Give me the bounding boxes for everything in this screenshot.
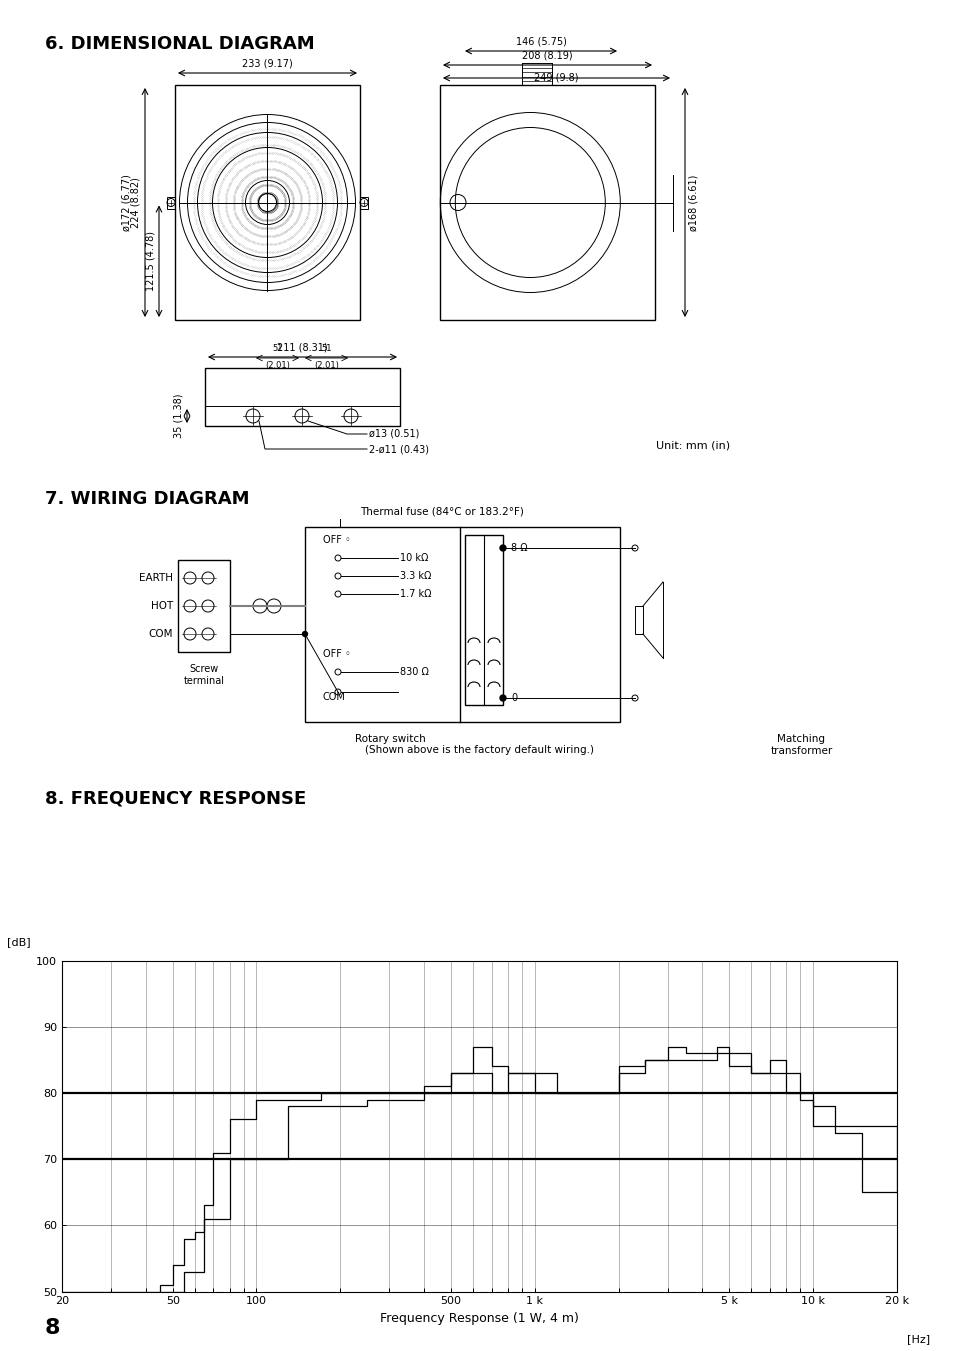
X-axis label: Frequency Response (1 W, 4 m): Frequency Response (1 W, 4 m) [379,1312,578,1325]
Text: 35 (1.38): 35 (1.38) [173,393,184,438]
Text: 6. DIMENSIONAL DIAGRAM: 6. DIMENSIONAL DIAGRAM [45,35,314,53]
Text: Thermal fuse (84°C or 183.2°F): Thermal fuse (84°C or 183.2°F) [359,507,523,517]
Text: 249 (9.8): 249 (9.8) [533,72,578,82]
Bar [305,527,619,721]
Text: Rotary switch: Rotary switch [355,734,425,744]
Text: (2.01): (2.01) [314,361,338,370]
Bar [635,607,642,634]
Text: Matching
transformer: Matching transformer [770,734,832,755]
Text: Unit: mm (in): Unit: mm (in) [655,440,729,450]
Text: 211 (8.31): 211 (8.31) [277,342,328,353]
Text: 8: 8 [45,1319,60,1337]
Text: EARTH: EARTH [139,573,172,584]
Text: 51: 51 [272,345,282,353]
Text: 8 Ω: 8 Ω [511,543,527,553]
Text: COM: COM [149,630,172,639]
Circle shape [499,694,505,701]
Text: ø172 (6.77): ø172 (6.77) [122,174,132,231]
Text: 233 (9.17): 233 (9.17) [242,58,293,68]
Text: COM: COM [323,692,346,703]
Text: 0: 0 [511,693,517,703]
Circle shape [499,544,505,551]
Text: 121.5 (4.78): 121.5 (4.78) [146,231,156,292]
Bar [464,535,502,705]
Text: OFF ◦: OFF ◦ [323,535,351,544]
Text: 146 (5.75): 146 (5.75) [515,36,566,46]
Text: 8. FREQUENCY RESPONSE: 8. FREQUENCY RESPONSE [45,790,306,808]
Bar [178,561,230,653]
Circle shape [302,631,307,636]
Text: [Hz]: [Hz] [905,1335,929,1344]
Bar [359,196,368,208]
Text: 3.3 kΩ: 3.3 kΩ [399,571,431,581]
Text: 2-ø11 (0.43): 2-ø11 (0.43) [369,444,429,455]
Text: OFF ◦: OFF ◦ [323,648,351,659]
Text: [dB]: [dB] [7,938,30,947]
Text: 7. WIRING DIAGRAM: 7. WIRING DIAGRAM [45,490,250,508]
Text: (2.01): (2.01) [265,361,290,370]
Text: ø168 (6.61): ø168 (6.61) [688,174,699,231]
Text: HOT: HOT [151,601,172,611]
Text: 208 (8.19): 208 (8.19) [521,50,572,59]
Text: ø13 (0.51): ø13 (0.51) [369,430,419,439]
Bar [167,196,174,208]
Text: (Shown above is the factory default wiring.): (Shown above is the factory default wiri… [365,744,594,755]
Text: 224 (8.82): 224 (8.82) [131,177,141,228]
Text: 830 Ω: 830 Ω [399,667,429,677]
Text: 10 kΩ: 10 kΩ [399,553,428,563]
Text: Screw
terminal: Screw terminal [183,663,224,685]
Text: 1.7 kΩ: 1.7 kΩ [399,589,431,598]
Text: 51: 51 [321,345,332,353]
